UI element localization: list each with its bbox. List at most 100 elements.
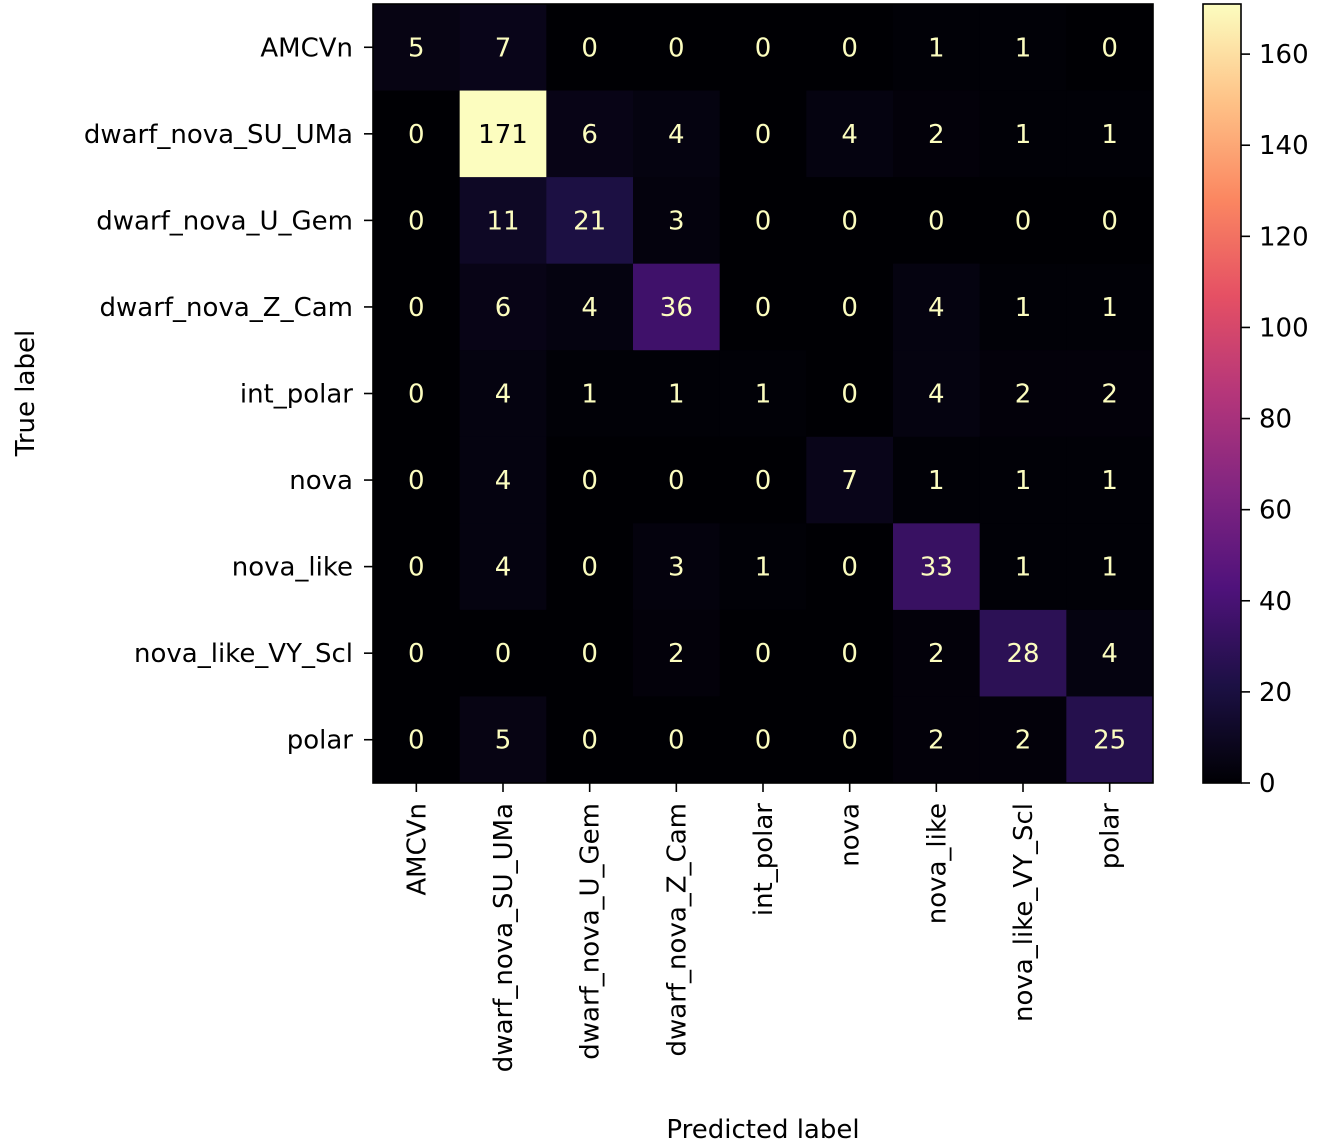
cell-value-label: 0 [841,293,858,323]
cell-value-label: 3 [668,206,685,236]
heatmap-cell [373,696,461,784]
heatmap-cell [373,523,461,611]
cell-value-label: 1 [1015,293,1032,323]
cell-value-label: 171 [478,120,528,150]
heatmap-cell [459,609,547,697]
cell-value-label: 28 [1006,639,1039,669]
cell-value-label: 0 [668,726,685,756]
heatmap-cell [1066,263,1154,351]
heatmap-cell [979,696,1067,784]
x-tick-label: nova_like [922,803,952,924]
heatmap-cell [806,90,894,178]
cell-value-label: 0 [408,380,425,410]
heatmap-cell [633,523,721,611]
heatmap-cell [546,609,634,697]
y-tick-label: dwarf_nova_U_Gem [96,206,353,236]
cell-value-label: 1 [1015,120,1032,150]
colorbar-gradient [1202,3,1242,784]
heatmap-cell [806,696,894,784]
heatmap-cell [633,4,721,92]
heatmap-cell [459,523,547,611]
colorbar-tick-label: 60 [1259,496,1292,526]
cell-value-label: 0 [581,639,598,669]
cell-value-label: 0 [841,726,858,756]
cell-value-label: 0 [755,726,772,756]
cell-value-label: 4 [495,380,512,410]
heatmap-cell [806,523,894,611]
heatmap-cell [633,609,721,697]
heatmap-cell [633,263,721,351]
heatmap-cell [373,90,461,178]
x-tick-label: dwarf_nova_U_Gem [576,803,606,1060]
colorbar-tick-label: 100 [1259,313,1309,343]
heatmap-cell [1066,350,1154,438]
heatmap-cell [546,436,634,524]
cell-value-label: 1 [1101,553,1118,583]
colorbar-ticks: 0 20 40 60 80 100 120 140 160 [1241,40,1309,799]
heatmap-cell [719,696,807,784]
heatmap-cell [893,609,981,697]
heatmap-cell [373,177,461,265]
heatmap-cell [719,350,807,438]
heatmap-cell [893,696,981,784]
heatmap-cell [719,4,807,92]
heatmap-cell [373,263,461,351]
colorbar-tick-label: 160 [1259,40,1309,70]
heatmap-cell [459,436,547,524]
cell-value-label: 4 [668,120,685,150]
heatmap-cell [893,350,981,438]
heatmap-cell [1066,90,1154,178]
heatmap-cell [979,177,1067,265]
cell-value-label: 5 [495,726,512,756]
cell-value-label: 0 [841,33,858,63]
heatmap-cell [1066,523,1154,611]
cell-value-label: 4 [495,553,512,583]
cell-value-label: 4 [1101,639,1118,669]
heatmap-cell [373,350,461,438]
x-tick-label: dwarf_nova_SU_UMa [489,803,519,1072]
heatmap-cell [546,696,634,784]
y-tick-label: nova_like [232,553,353,583]
heatmap-cell [893,523,981,611]
cell-value-label: 0 [755,466,772,496]
cell-value-label: 1 [1101,293,1118,323]
heatmap-cell [546,263,634,351]
x-tick-label: int_polar [749,803,779,916]
cell-value-label: 7 [495,33,512,63]
heatmap-cell [979,609,1067,697]
heatmap-cell [1066,696,1154,784]
x-tick-label: AMCVn [402,803,432,896]
cell-value-label: 0 [928,206,945,236]
cell-value-label: 1 [1101,120,1118,150]
heatmap-cell [719,177,807,265]
x-tick-label: dwarf_nova_Z_Cam [662,803,692,1056]
cell-value-label: 0 [581,33,598,63]
cell-value-label: 0 [1101,33,1118,63]
cell-value-label: 0 [408,466,425,496]
cell-value-label: 1 [928,33,945,63]
heatmap-cell [979,523,1067,611]
cell-value-label: 4 [928,293,945,323]
cell-value-label: 6 [495,293,512,323]
colorbar-tick-label: 40 [1259,587,1292,617]
heatmap-cell [1066,4,1154,92]
cell-value-label: 0 [755,206,772,236]
heatmap-cell [1066,609,1154,697]
cell-value-label: 2 [1015,726,1032,756]
heatmap-cell [893,4,981,92]
cell-value-label: 5 [408,33,425,63]
heatmap-cell [806,436,894,524]
heatmap-cell [979,350,1067,438]
heatmap-cell [806,4,894,92]
cell-value-label: 0 [755,293,772,323]
cell-value-label: 4 [841,120,858,150]
y-tick-label: nova_like_VY_Scl [134,639,353,669]
cell-value-label: 1 [1015,553,1032,583]
heatmap-cell [806,263,894,351]
cell-value-label: 4 [495,466,512,496]
heatmap-cell [1066,177,1154,265]
cell-value-label: 7 [841,466,858,496]
heatmap-cell [979,263,1067,351]
cell-value-label: 3 [668,553,685,583]
cell-value-label: 1 [1015,33,1032,63]
